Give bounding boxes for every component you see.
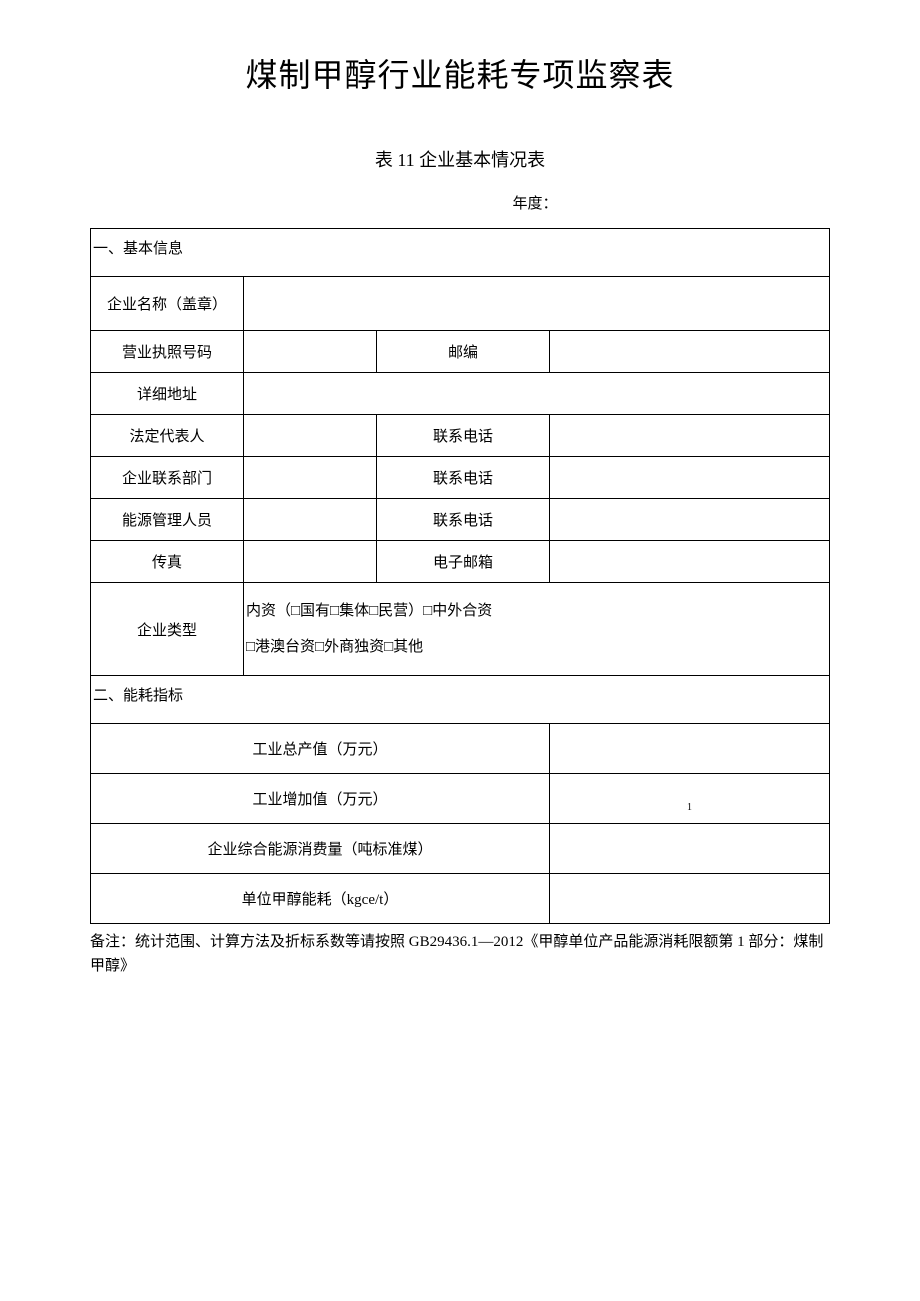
- total-energy-value[interactable]: [550, 824, 830, 874]
- unit-methanol-label: 单位甲醇能耗（kgce/t）: [91, 874, 550, 924]
- fax-value[interactable]: [244, 541, 377, 583]
- email-value[interactable]: [550, 541, 830, 583]
- postcode-label: 邮编: [377, 331, 550, 373]
- license-value[interactable]: [244, 331, 377, 373]
- company-name-label: 企业名称（盖章）: [91, 277, 244, 331]
- legal-rep-phone-label: 联系电话: [377, 415, 550, 457]
- company-type-line1: 内资（□国有□集体□民营）□中外合资: [246, 593, 827, 629]
- main-title: 煤制甲醇行业能耗专项监察表: [90, 50, 830, 96]
- footnote: 备注：统计范围、计算方法及折标系数等请按照 GB29436.1—2012《甲醇单…: [90, 930, 830, 978]
- contact-dept-phone-label: 联系电话: [377, 457, 550, 499]
- energy-mgr-value[interactable]: [244, 499, 377, 541]
- gross-output-label: 工业总产值（万元）: [91, 724, 550, 774]
- license-label: 营业执照号码: [91, 331, 244, 373]
- company-type-value[interactable]: 内资（□国有□集体□民营）□中外合资 □港澳台资□外商独资□其他: [244, 583, 830, 676]
- legal-rep-value[interactable]: [244, 415, 377, 457]
- contact-dept-label: 企业联系部门: [91, 457, 244, 499]
- gross-output-value[interactable]: [550, 724, 830, 774]
- year-label: 年度：: [90, 192, 830, 213]
- fax-label: 传真: [91, 541, 244, 583]
- address-value[interactable]: [244, 373, 830, 415]
- section1-header: 一、基本信息: [91, 229, 830, 277]
- energy-mgr-label: 能源管理人员: [91, 499, 244, 541]
- value-added-value[interactable]: 1: [550, 774, 830, 824]
- section2-header: 二、能耗指标: [91, 676, 830, 724]
- company-type-label: 企业类型: [91, 583, 244, 676]
- email-label: 电子邮箱: [377, 541, 550, 583]
- company-type-line2: □港澳台资□外商独资□其他: [246, 629, 827, 665]
- contact-dept-value[interactable]: [244, 457, 377, 499]
- postcode-value[interactable]: [550, 331, 830, 373]
- total-energy-label: 企业综合能源消费量（吨标准煤）: [91, 824, 550, 874]
- company-name-value[interactable]: [244, 277, 830, 331]
- sub-title: 表 11 企业基本情况表: [90, 146, 830, 172]
- legal-rep-label: 法定代表人: [91, 415, 244, 457]
- form-table: 一、基本信息 企业名称（盖章） 营业执照号码 邮编 详细地址 法定代表人 联系电…: [90, 228, 830, 924]
- contact-dept-phone-value[interactable]: [550, 457, 830, 499]
- legal-rep-phone-value[interactable]: [550, 415, 830, 457]
- value-added-label: 工业增加值（万元）: [91, 774, 550, 824]
- unit-methanol-value[interactable]: [550, 874, 830, 924]
- energy-mgr-phone-value[interactable]: [550, 499, 830, 541]
- address-label: 详细地址: [91, 373, 244, 415]
- energy-mgr-phone-label: 联系电话: [377, 499, 550, 541]
- document-page: 煤制甲醇行业能耗专项监察表 表 11 企业基本情况表 年度： 一、基本信息 企业…: [0, 0, 920, 978]
